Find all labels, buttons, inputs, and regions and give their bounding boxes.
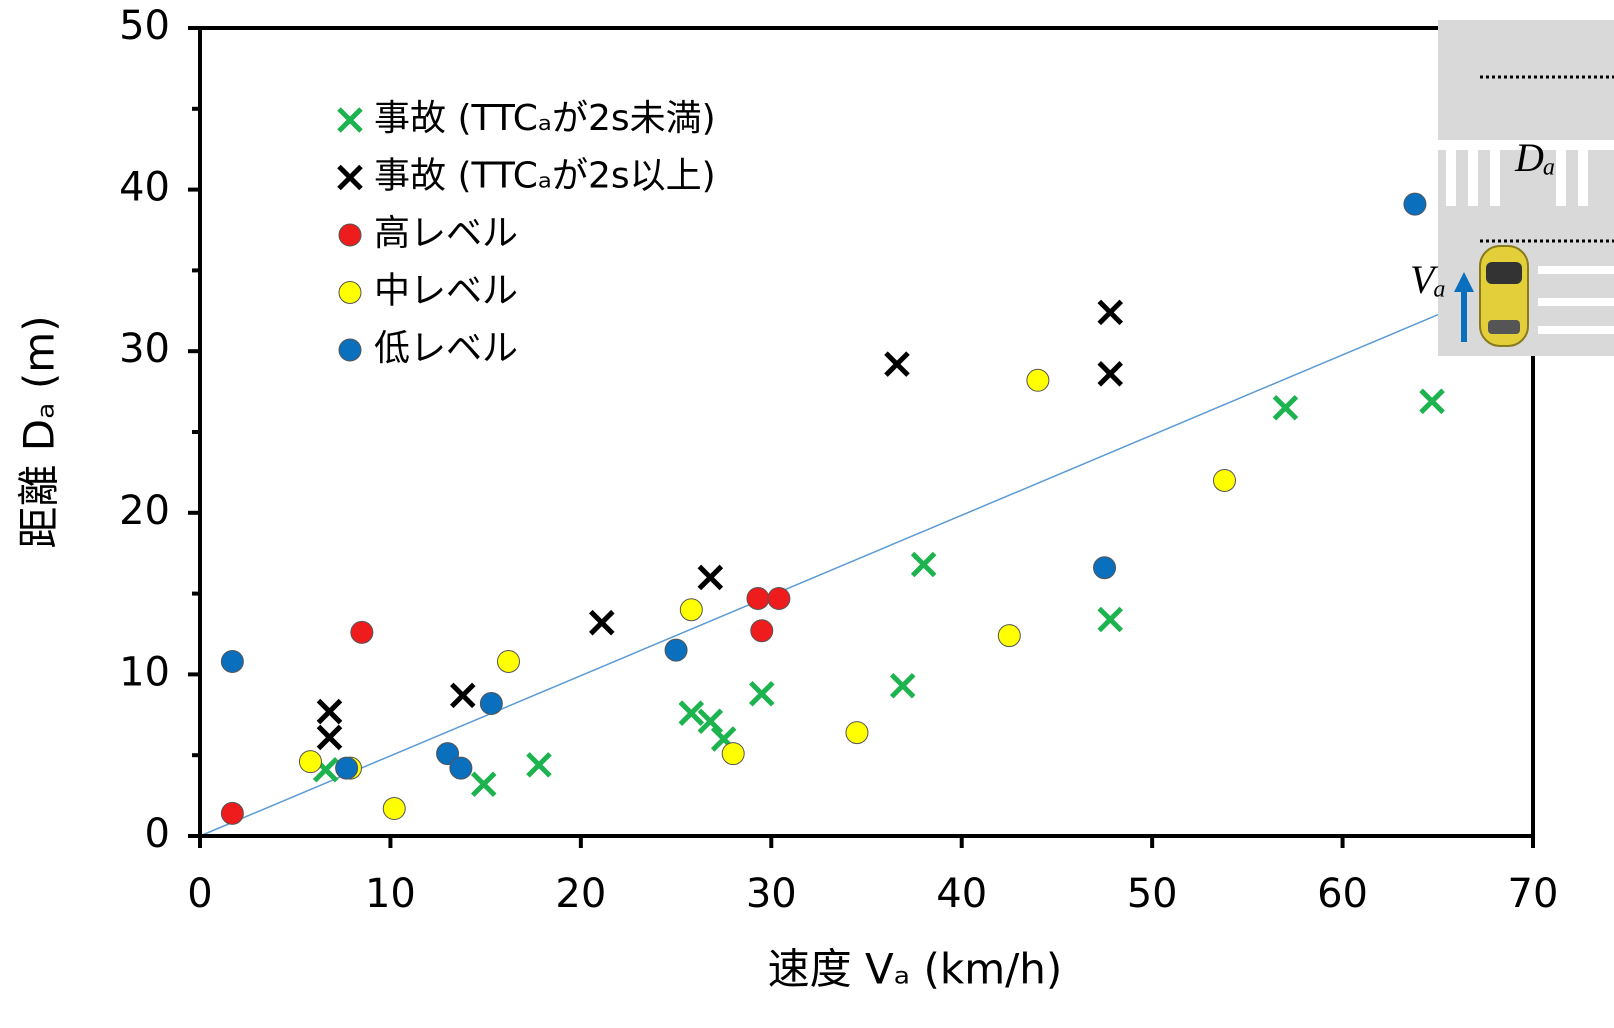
data-point (678, 700, 705, 726)
data-point (884, 351, 910, 377)
speed-label: Vₐ (1410, 257, 1446, 302)
x-tick-label: 50 (1127, 871, 1178, 917)
y-tick-label: 30 (119, 326, 170, 372)
data-point (1272, 394, 1299, 421)
data-point (889, 672, 916, 699)
data-point (470, 771, 497, 798)
legend-label: 中レベル (374, 271, 518, 312)
data-point (350, 620, 374, 644)
data-point (1026, 368, 1050, 392)
data-point (845, 721, 869, 745)
data-point (382, 797, 406, 821)
data-point (526, 752, 552, 778)
data-point (220, 801, 244, 825)
data-point (436, 742, 460, 766)
x-axis-label: 速度 Vₐ (km/h) (768, 945, 1063, 994)
y-tick-label: 50 (119, 3, 170, 49)
data-point (335, 756, 359, 780)
data-point (589, 609, 615, 636)
y-tick-label: 40 (119, 165, 170, 211)
legend-marker (338, 281, 362, 304)
data-point (450, 682, 476, 709)
data-point (721, 742, 745, 766)
data-point (697, 564, 724, 591)
x-tick-label: 70 (1508, 871, 1559, 917)
data-point (1093, 556, 1117, 580)
x-tick-label: 0 (187, 871, 212, 917)
data-point (910, 551, 937, 578)
data-point (220, 649, 244, 673)
data-point (697, 708, 724, 735)
legend-label: 低レベル (374, 328, 518, 369)
legend-label: 事故 (TTCₐが2s以上) (374, 156, 716, 197)
data-point (664, 638, 688, 662)
x-tick-label: 20 (555, 871, 606, 917)
plot-area: 0 10 20 30 40 50 60 70 0 10 20 30 40 50 事故 (TTCₐが2s未満)… (119, 3, 1558, 917)
y-tick-label: 10 (119, 649, 170, 695)
legend-marker (337, 164, 363, 191)
x-tick-label: 10 (365, 871, 416, 917)
plot-frame (198, 26, 1535, 838)
data-point (750, 619, 774, 643)
data-point (1097, 606, 1124, 633)
data-point (1213, 468, 1237, 492)
trend-line (199, 303, 1463, 837)
data-point (1097, 361, 1124, 387)
data-point (1403, 192, 1427, 216)
car (1479, 245, 1529, 347)
data-point (449, 756, 473, 780)
data-point (1097, 299, 1124, 326)
data-point (1419, 388, 1445, 415)
legend-marker (337, 107, 363, 133)
y-tick-label: 0 (145, 811, 170, 857)
crosswalk (1438, 0, 1614, 334)
legend-label: 事故 (TTCₐが2s未満) (374, 98, 716, 139)
x-tick-label: 40 (936, 871, 987, 917)
data-point (767, 586, 791, 610)
data-point (479, 691, 503, 715)
legend-marker (338, 223, 362, 247)
legend-marker (338, 338, 362, 362)
data-point (997, 624, 1021, 648)
data-point (298, 750, 322, 774)
x-tick-label: 60 (1317, 871, 1368, 917)
data-point (496, 649, 520, 673)
y-tick-label: 20 (119, 488, 170, 534)
distance-label: Dₐ (1514, 135, 1556, 180)
y-axis-label: 距離 Dₐ (m) (15, 315, 64, 548)
inset-diagram: Dₐ Vₐ (1410, 0, 1614, 356)
data-point (316, 724, 343, 751)
arrow-head (1454, 272, 1474, 292)
x-tick-label: 30 (746, 871, 797, 917)
legend-label: 高レベル (374, 213, 518, 254)
data-point (746, 586, 770, 610)
data-point (748, 681, 775, 707)
data-point (316, 698, 343, 725)
data-point (679, 598, 703, 622)
